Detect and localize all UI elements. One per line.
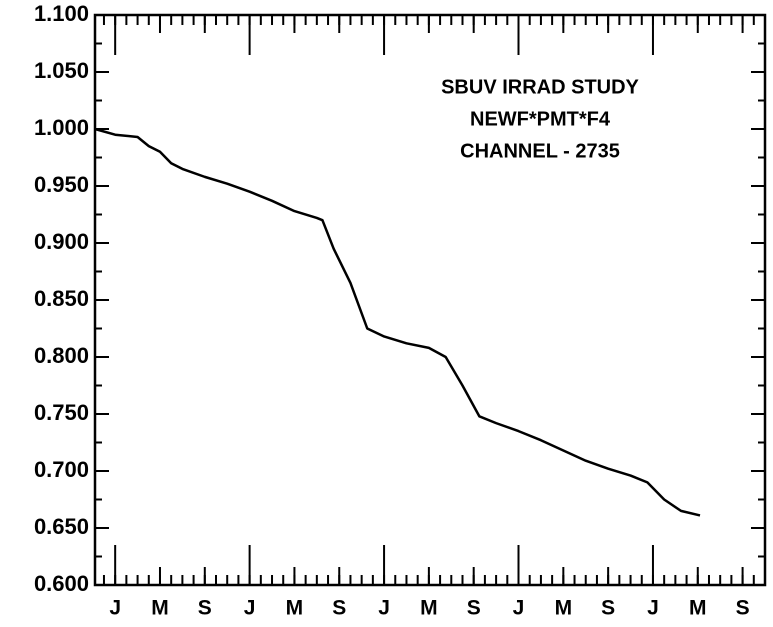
y-tick-label: 0.850 [34, 286, 89, 311]
x-tick-label: S [198, 597, 212, 620]
y-tick-label: 0.700 [34, 457, 89, 482]
x-tick-label: J [513, 597, 525, 620]
y-tick-label: 0.800 [34, 343, 89, 368]
y-tick-label: 0.750 [34, 400, 89, 425]
x-tick-label: M [689, 597, 707, 620]
annotation: CHANNEL - 2735 [460, 140, 620, 162]
x-tick-label: J [244, 597, 256, 620]
y-tick-label: 0.900 [34, 229, 89, 254]
x-tick-label: S [601, 597, 615, 620]
y-tick-label: 1.050 [34, 58, 89, 83]
x-tick-label: J [378, 597, 390, 620]
data-line [94, 127, 701, 517]
annotation: SBUV IRRAD STUDY [441, 76, 639, 98]
x-tick-label: S [736, 597, 750, 620]
x-tick-label: J [109, 597, 121, 620]
y-tick-label: 0.950 [34, 172, 89, 197]
x-tick-label: M [555, 597, 573, 620]
x-tick-label: S [467, 597, 481, 620]
x-tick-label: M [286, 597, 304, 620]
y-tick-label: 0.650 [34, 514, 89, 539]
x-tick-label: M [420, 597, 438, 620]
x-tick-label: M [151, 597, 169, 620]
y-tick-label: 0.600 [34, 571, 89, 596]
annotation: NEWF*PMT*F4 [470, 108, 611, 130]
y-tick-label: 1.100 [34, 1, 89, 26]
x-tick-label: S [332, 597, 346, 620]
y-tick-label: 1.000 [34, 115, 89, 140]
x-tick-label: J [647, 597, 659, 620]
